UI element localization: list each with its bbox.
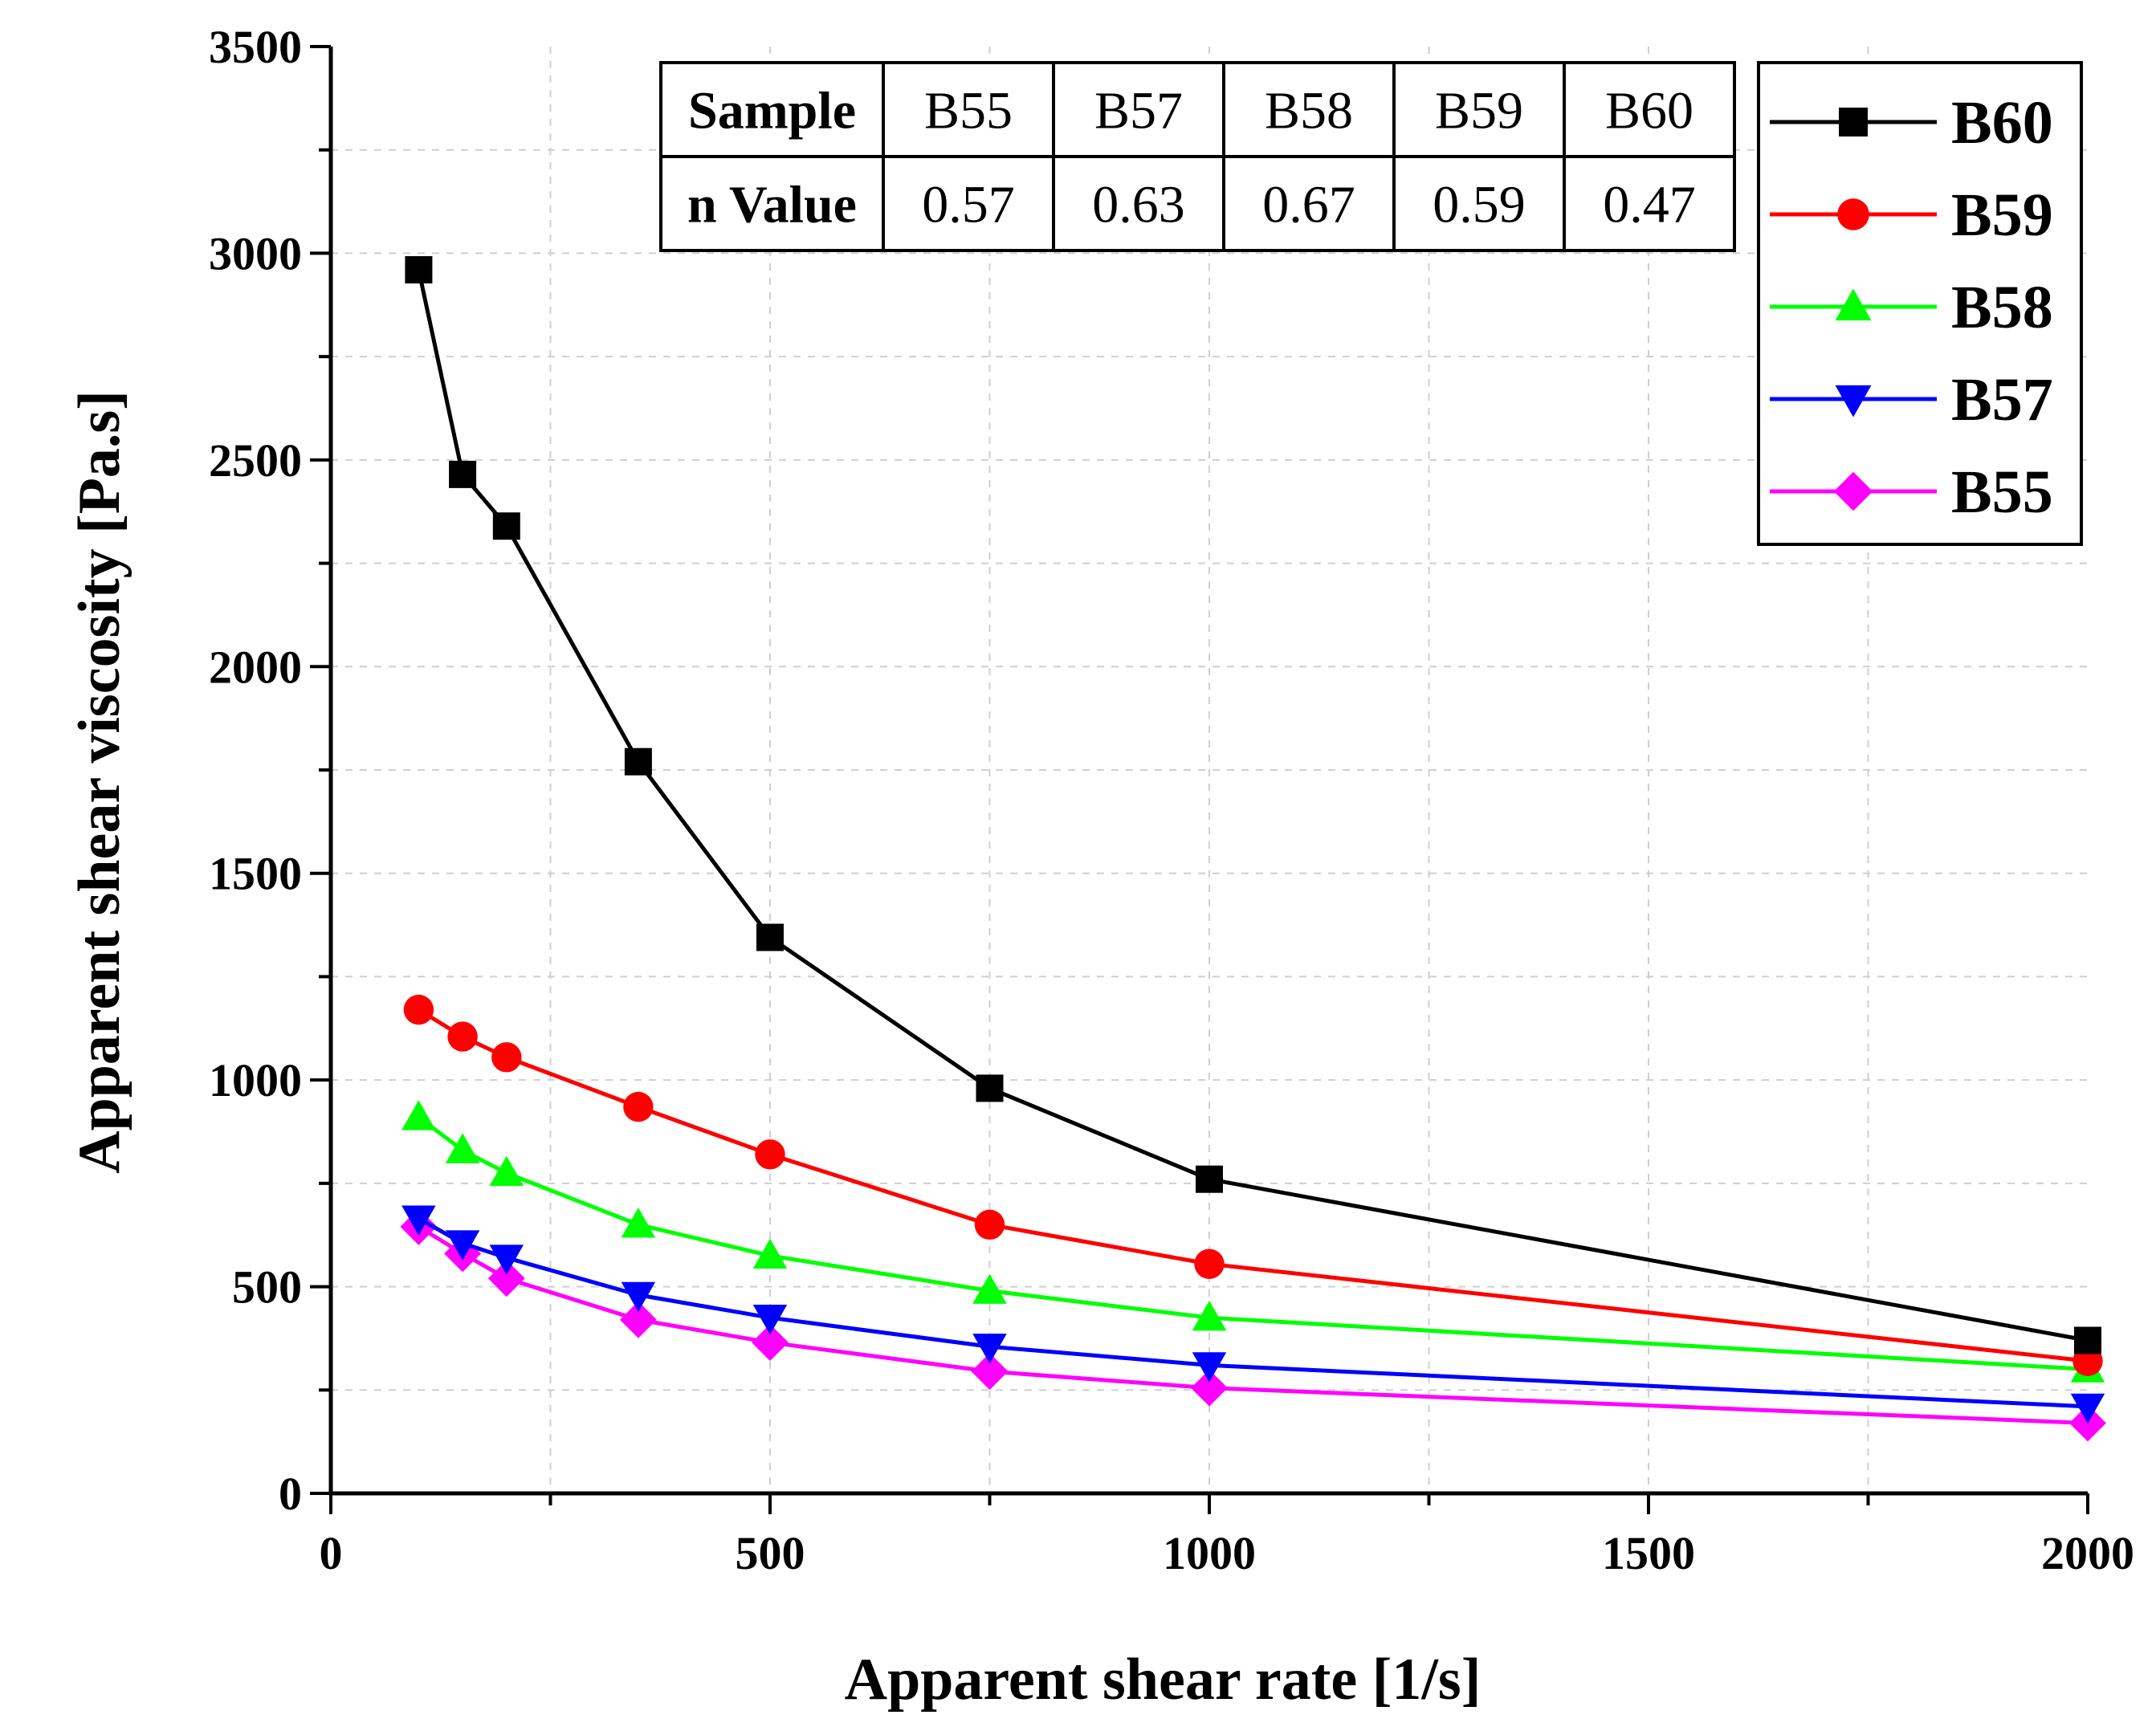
data-point-b57 (621, 1281, 656, 1313)
legend-item-b57: B57 (1770, 366, 2053, 434)
data-point-b57 (1192, 1352, 1227, 1383)
series-b60 (405, 256, 2101, 1354)
y-tick-label: 3500 (209, 21, 302, 73)
series-b58 (401, 1100, 2105, 1383)
series-line-b57 (418, 1216, 2089, 1409)
series-b57 (401, 1205, 2105, 1424)
data-point-b55 (487, 1260, 525, 1297)
y-axis-title: Apparent shear viscosity [Pa.s] (67, 390, 132, 1174)
x-tick-label: 0 (320, 1527, 343, 1579)
series (400, 256, 2106, 1442)
data-point-b57 (445, 1230, 480, 1261)
table-header-label: Sample (688, 82, 856, 141)
x-tick-label: 2000 (2041, 1527, 2134, 1579)
y-tick-label: 0 (279, 1468, 302, 1520)
table-sample-name: B58 (1265, 82, 1353, 141)
legend-marker (1833, 471, 1873, 511)
data-point-b59 (447, 1021, 478, 1052)
y-tick-label: 500 (232, 1261, 302, 1314)
data-point-b55 (1191, 1369, 1228, 1407)
series-b59 (403, 994, 2103, 1376)
table-sample-name: B60 (1605, 82, 1693, 141)
table-sample-name: B57 (1094, 82, 1183, 141)
data-point-b58 (489, 1155, 524, 1187)
y-tick-label: 2000 (209, 641, 302, 693)
data-point-b55 (971, 1353, 1009, 1391)
y-tick-label: 2500 (209, 434, 302, 487)
legend-label: B57 (1951, 366, 2053, 434)
series-b55 (400, 1208, 2106, 1442)
data-point-b58 (621, 1208, 656, 1238)
data-point-b55 (752, 1324, 789, 1362)
data-point-b60 (1196, 1165, 1223, 1193)
legend-label: B55 (1951, 458, 2053, 526)
data-point-b60 (2074, 1326, 2101, 1354)
data-point-b59 (1194, 1248, 1225, 1279)
data-point-b57 (2070, 1393, 2105, 1424)
data-point-b55 (619, 1301, 657, 1338)
data-point-b60 (492, 512, 520, 540)
data-point-b60 (405, 256, 433, 284)
data-point-b59 (491, 1042, 522, 1073)
legend-label: B59 (1951, 181, 2053, 249)
table-n-value: 0.67 (1262, 176, 1355, 234)
y-tick-label: 3000 (209, 227, 302, 279)
n-value-table: Sample n Value B55 0.57 B57 0.63 B58 0.67 B59 0.5… (659, 61, 1736, 252)
data-point-b58 (752, 1238, 788, 1269)
table-n-value: 0.47 (1603, 176, 1696, 234)
table-n-value: 0.59 (1433, 176, 1526, 234)
x-axis-title: Apparent shear rate [1/s] (845, 1647, 1481, 1713)
data-point-b60 (976, 1074, 1004, 1102)
data-point-b57 (401, 1205, 436, 1236)
data-point-b59 (974, 1209, 1005, 1240)
legend-label: B58 (1951, 274, 2053, 341)
legend-item-b59: B59 (1770, 181, 2053, 249)
data-point-b57 (489, 1244, 524, 1275)
legend-item-b55: B55 (1770, 458, 2053, 526)
legend-label: B60 (1951, 89, 2053, 157)
x-tick-label: 1500 (1602, 1527, 1695, 1579)
legend-marker (1839, 108, 1868, 136)
data-point-b59 (623, 1091, 654, 1122)
legend-marker (1835, 385, 1872, 417)
legend-frame (1757, 61, 2083, 546)
table-sample-name: B55 (924, 82, 1013, 141)
data-point-b57 (972, 1334, 1007, 1364)
data-point-b60 (449, 460, 477, 488)
legend: B60 B59 B58 B57 B55 (1757, 61, 2083, 546)
table-row-label: n Value (687, 176, 857, 234)
x-tick-label: 1000 (1163, 1527, 1256, 1579)
legend-marker (1837, 198, 1869, 230)
legend-item-b60: B60 (1770, 89, 2053, 157)
data-point-b58 (401, 1100, 436, 1130)
data-point-b59 (403, 994, 434, 1025)
table-n-value: 0.63 (1092, 176, 1185, 234)
data-point-b59 (755, 1139, 785, 1170)
data-point-b57 (752, 1305, 788, 1335)
data-point-b60 (624, 747, 652, 776)
data-point-b58 (445, 1133, 480, 1163)
data-point-b58 (972, 1273, 1007, 1304)
axes: 0 500 1000 1500 2000 0 500 1000 1500 2000 2500 3000… (209, 21, 2134, 1579)
y-tick-label: 1000 (209, 1054, 302, 1106)
legend-marker (1835, 288, 1872, 321)
y-tick-label: 1500 (209, 848, 302, 900)
data-point-b60 (756, 923, 784, 951)
legend-item-b58: B58 (1770, 274, 2053, 341)
table-n-value: 0.57 (922, 176, 1015, 234)
table-sample-name: B59 (1435, 82, 1523, 141)
data-point-b58 (1192, 1300, 1227, 1331)
x-tick-label: 500 (736, 1527, 805, 1579)
